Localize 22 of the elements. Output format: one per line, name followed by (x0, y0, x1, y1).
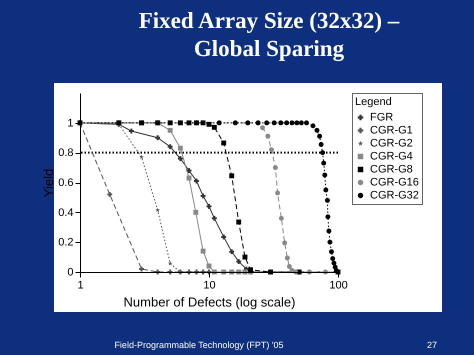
y-tick-label: 0.8 (58, 147, 74, 160)
legend-label: CGR-G2 (370, 138, 413, 150)
x-tick-label: 100 (329, 280, 348, 292)
y-tick-label: 0.2 (58, 236, 74, 249)
legend-label: CGR-G16 (370, 176, 419, 188)
text: 27 (426, 340, 437, 350)
y-tick-label: 1 (67, 117, 74, 130)
legend-label: CGR-G4 (370, 150, 413, 162)
x-tick-label: 10 (203, 280, 216, 292)
x-axis-title: Number of Defects (log scale) (124, 294, 296, 310)
chart-title: Fixed Array Size (32x32) – Global Sparing (138, 8, 400, 62)
y-tick-label: 0.6 (58, 177, 74, 189)
y-tick-label: 0.4 (58, 206, 74, 219)
legend-label: CGR-G32 (370, 190, 419, 202)
x-tick-label: 1 (77, 280, 84, 292)
legend-label: FGR (370, 112, 394, 124)
text: Field-Programmable Technology (FPT) '05 (114, 340, 284, 350)
legend-title: Legend (355, 96, 392, 108)
legend-label: CGR-G1 (370, 124, 413, 136)
legend-label: CGR-G8 (370, 164, 413, 176)
y-tick-label: 0 (67, 266, 74, 278)
y-axis-title: Yield (41, 168, 56, 198)
